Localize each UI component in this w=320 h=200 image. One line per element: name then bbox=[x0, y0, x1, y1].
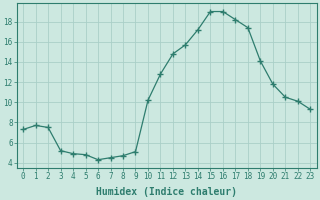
X-axis label: Humidex (Indice chaleur): Humidex (Indice chaleur) bbox=[96, 186, 237, 197]
